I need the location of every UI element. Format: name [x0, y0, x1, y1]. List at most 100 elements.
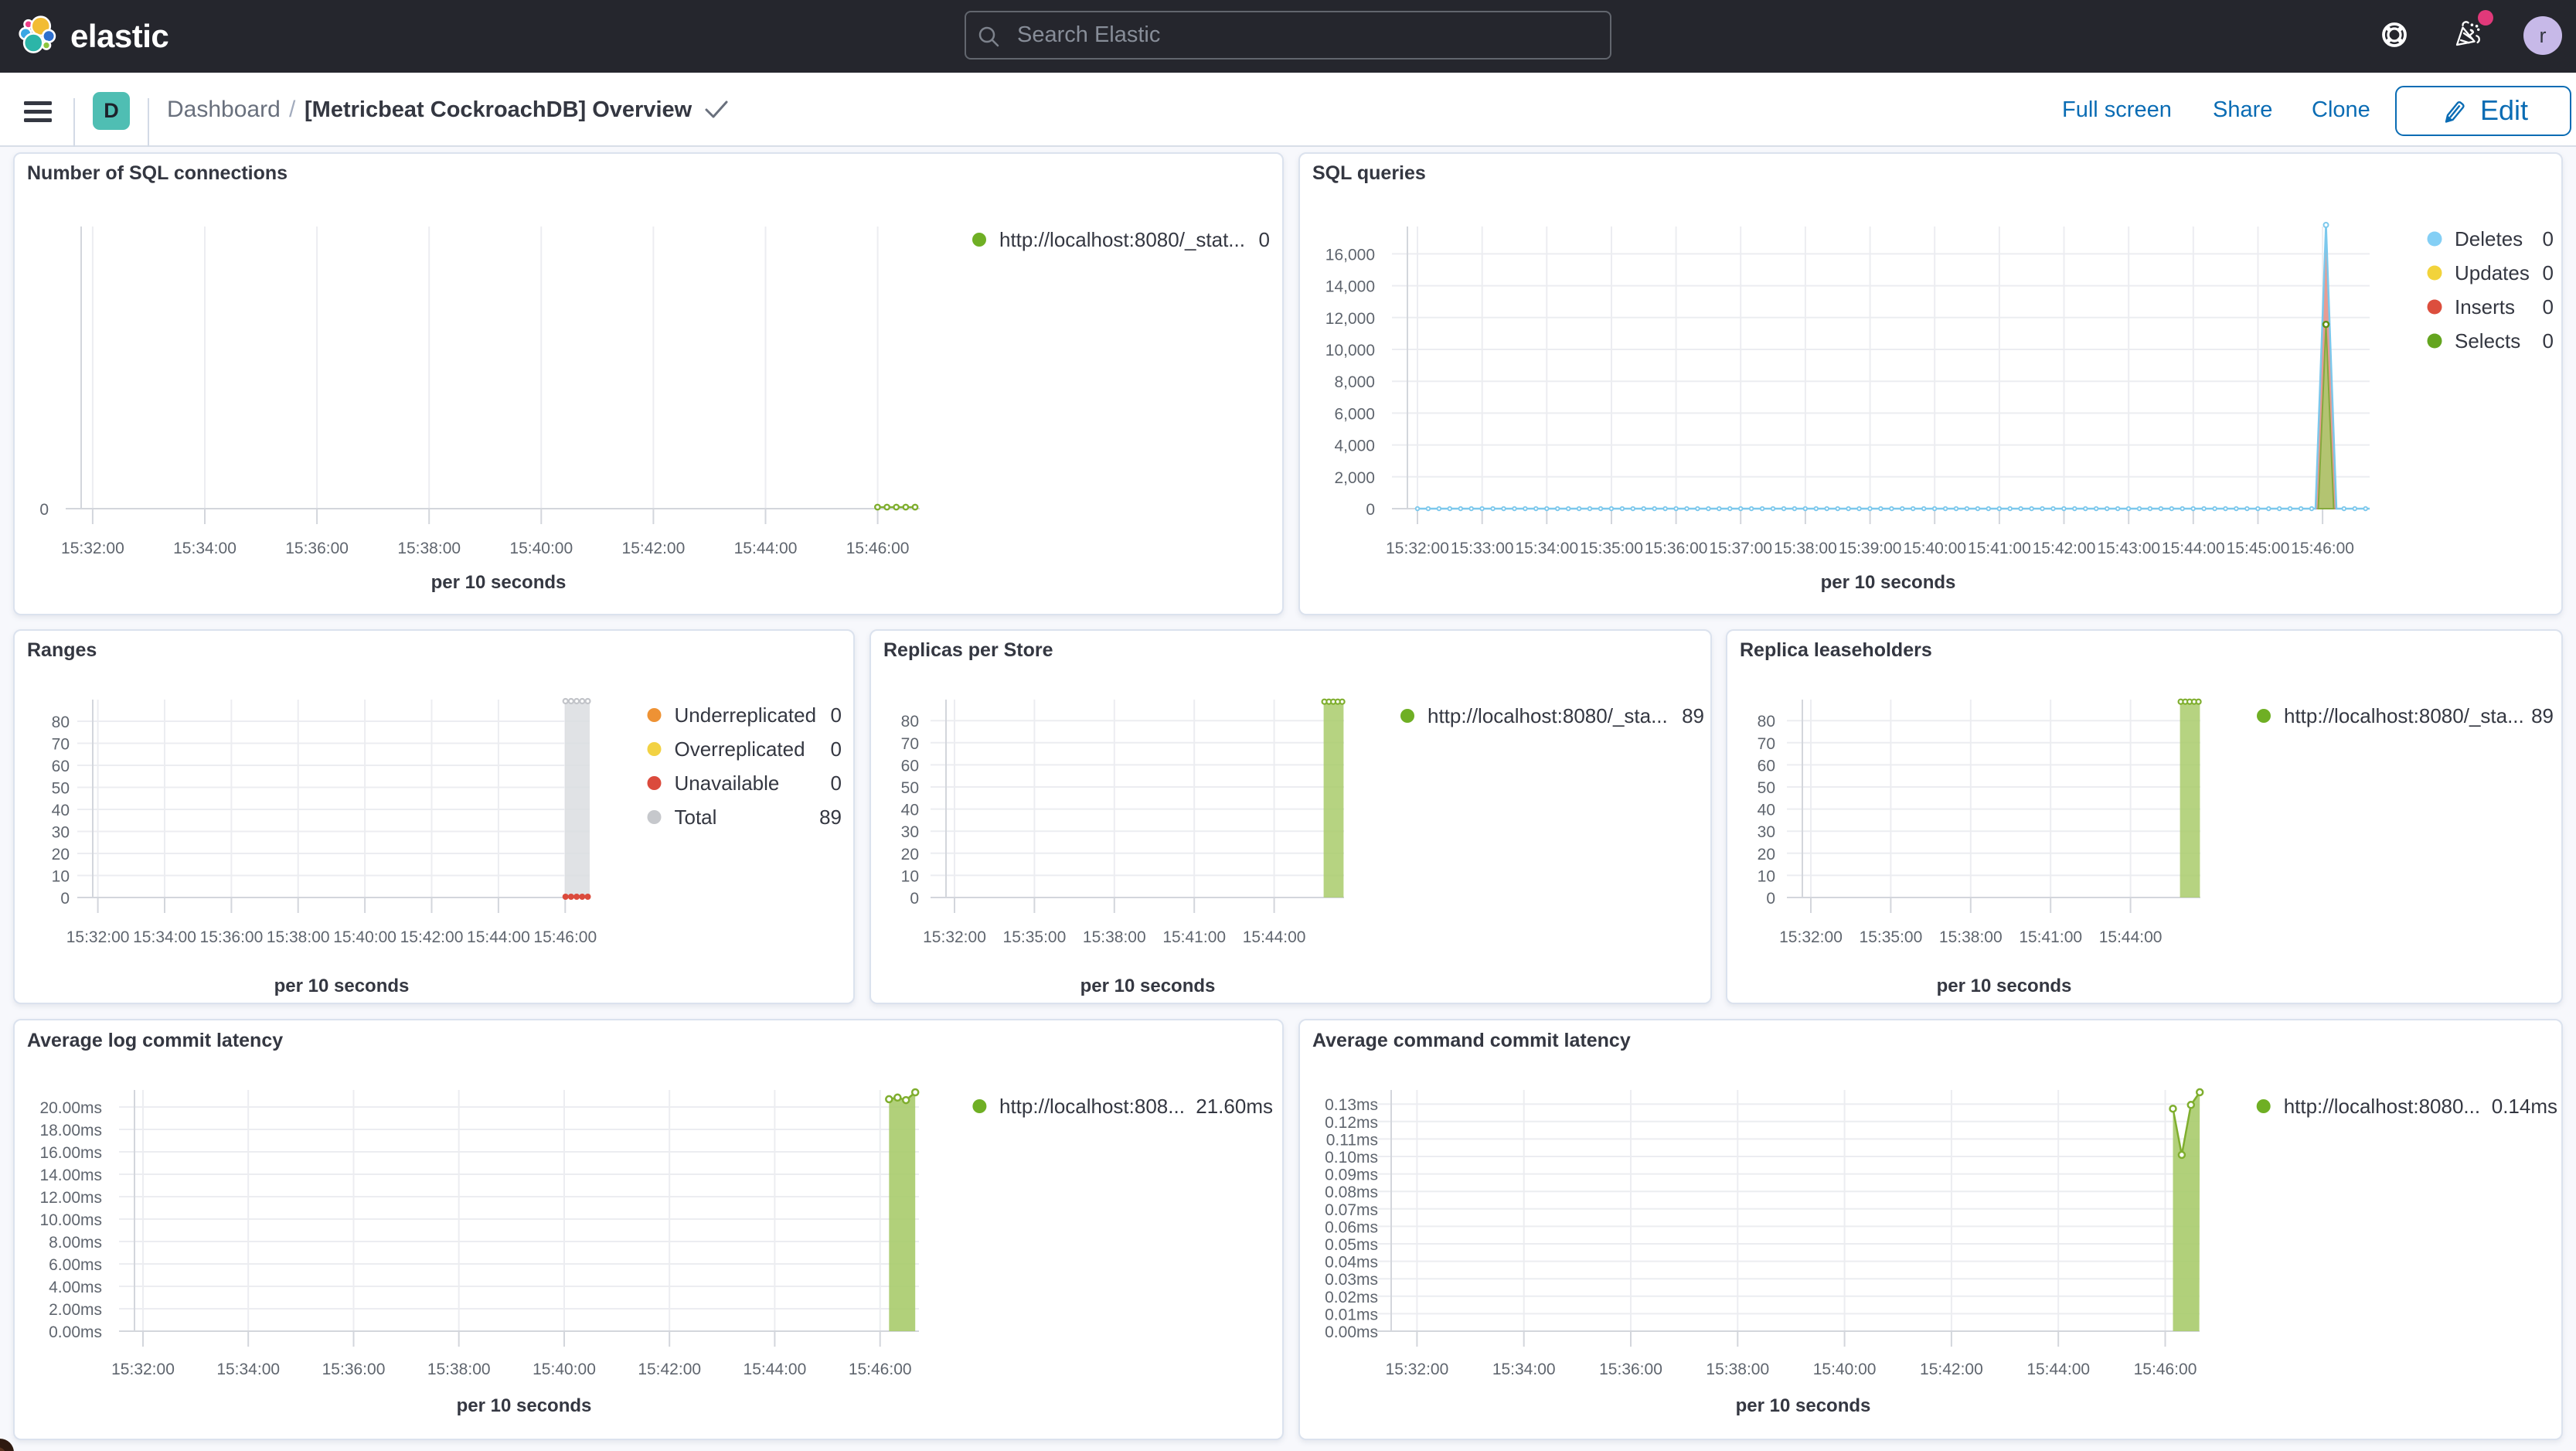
svg-text:15:34:00: 15:34:00 — [1492, 1361, 1556, 1378]
svg-text:15:37:00: 15:37:00 — [1709, 540, 1772, 557]
svg-text:15:44:00: 15:44:00 — [2099, 928, 2163, 946]
svg-text:20: 20 — [1758, 846, 1775, 863]
svg-text:http://localhost:8080/_stat...: http://localhost:8080/_stat... — [999, 228, 1245, 251]
svg-text:0.00ms: 0.00ms — [49, 1323, 102, 1341]
svg-text:15:32:00: 15:32:00 — [61, 540, 124, 557]
svg-text:Average log commit latency: Average log commit latency — [27, 1030, 283, 1051]
svg-text:Deletes: Deletes — [2455, 227, 2523, 250]
svg-text:60: 60 — [1758, 757, 1775, 775]
svg-text:15:36:00: 15:36:00 — [285, 540, 349, 557]
svg-text:30: 30 — [52, 824, 70, 842]
svg-text:15:44:00: 15:44:00 — [467, 928, 530, 946]
svg-text:Overreplicated: Overreplicated — [675, 737, 805, 761]
svg-text:15:46:00: 15:46:00 — [2291, 540, 2354, 557]
svg-text:8.00ms: 8.00ms — [49, 1234, 102, 1252]
svg-text:6.00ms: 6.00ms — [49, 1256, 102, 1274]
svg-text:89: 89 — [1682, 704, 1704, 727]
svg-text:15:42:00: 15:42:00 — [638, 1361, 701, 1378]
svg-text:0: 0 — [831, 703, 842, 727]
svg-text:http://localhost:8080...: http://localhost:8080... — [2284, 1095, 2480, 1118]
svg-text:40: 40 — [901, 802, 919, 819]
svg-text:15:32:00: 15:32:00 — [111, 1361, 175, 1378]
svg-text:15:41:00: 15:41:00 — [2019, 928, 2082, 946]
svg-text:0: 0 — [831, 737, 842, 761]
svg-text:15:42:00: 15:42:00 — [400, 928, 464, 946]
svg-text:80: 80 — [901, 713, 919, 731]
svg-text:per 10 seconds: per 10 seconds — [431, 572, 567, 593]
svg-text:15:39:00: 15:39:00 — [1839, 540, 1902, 557]
svg-text:Inserts: Inserts — [2455, 295, 2515, 318]
svg-text:10.00ms: 10.00ms — [39, 1211, 102, 1229]
svg-text:15:40:00: 15:40:00 — [1903, 540, 1966, 557]
svg-text:14.00ms: 14.00ms — [39, 1167, 102, 1184]
svg-text:15:42:00: 15:42:00 — [2033, 540, 2096, 557]
svg-text:15:46:00: 15:46:00 — [849, 1361, 912, 1378]
svg-text:15:38:00: 15:38:00 — [267, 928, 330, 946]
svg-text:20.00ms: 20.00ms — [39, 1099, 102, 1117]
svg-text:89: 89 — [2531, 704, 2554, 727]
svg-text:15:46:00: 15:46:00 — [2134, 1361, 2197, 1378]
svg-text:15:34:00: 15:34:00 — [216, 1361, 280, 1378]
svg-text:15:32:00: 15:32:00 — [66, 928, 130, 946]
svg-text:0.06ms: 0.06ms — [1325, 1218, 1378, 1236]
svg-text:15:44:00: 15:44:00 — [734, 540, 798, 557]
svg-text:0.08ms: 0.08ms — [1325, 1184, 1378, 1201]
svg-text:15:35:00: 15:35:00 — [1003, 928, 1067, 946]
svg-text:15:38:00: 15:38:00 — [427, 1361, 491, 1378]
svg-text:2,000: 2,000 — [1334, 469, 1375, 487]
svg-text:per 10 seconds: per 10 seconds — [1937, 976, 2072, 996]
svg-text:15:38:00: 15:38:00 — [1939, 928, 2003, 946]
svg-text:60: 60 — [52, 758, 70, 775]
svg-text:10: 10 — [1758, 867, 1775, 885]
svg-text:14,000: 14,000 — [1325, 278, 1375, 296]
svg-text:15:35:00: 15:35:00 — [1580, 540, 1643, 557]
svg-text:0.03ms: 0.03ms — [1325, 1271, 1378, 1289]
svg-text:15:32:00: 15:32:00 — [1386, 1361, 1449, 1378]
svg-text:15:34:00: 15:34:00 — [173, 540, 237, 557]
svg-text:Unavailable: Unavailable — [675, 771, 780, 795]
svg-text:Number of SQL connections: Number of SQL connections — [27, 162, 288, 184]
svg-text:0.05ms: 0.05ms — [1325, 1236, 1378, 1254]
svg-text:30: 30 — [1758, 823, 1775, 841]
svg-text:0: 0 — [2543, 295, 2554, 318]
svg-text:15:40:00: 15:40:00 — [1813, 1361, 1877, 1378]
svg-text:15:41:00: 15:41:00 — [1162, 928, 1226, 946]
svg-text:15:36:00: 15:36:00 — [1599, 1361, 1662, 1378]
svg-text:15:38:00: 15:38:00 — [1774, 540, 1837, 557]
svg-text:6,000: 6,000 — [1334, 405, 1375, 423]
svg-text:0.02ms: 0.02ms — [1325, 1289, 1378, 1306]
svg-text:15:32:00: 15:32:00 — [923, 928, 986, 946]
svg-text:http://localhost:808...: http://localhost:808... — [999, 1095, 1185, 1118]
svg-text:0.12ms: 0.12ms — [1325, 1114, 1378, 1132]
svg-text:15:44:00: 15:44:00 — [1243, 928, 1306, 946]
svg-text:15:44:00: 15:44:00 — [2026, 1361, 2090, 1378]
svg-text:0.07ms: 0.07ms — [1325, 1201, 1378, 1219]
svg-text:15:43:00: 15:43:00 — [2097, 540, 2160, 557]
svg-text:15:38:00: 15:38:00 — [1083, 928, 1146, 946]
svg-text:15:40:00: 15:40:00 — [333, 928, 396, 946]
svg-text:per 10 seconds: per 10 seconds — [274, 976, 410, 996]
svg-text:per 10 seconds: per 10 seconds — [1736, 1395, 1871, 1416]
svg-text:per 10 seconds: per 10 seconds — [457, 1395, 592, 1416]
svg-text:15:41:00: 15:41:00 — [1968, 540, 2031, 557]
svg-text:60: 60 — [901, 757, 919, 775]
svg-text:50: 50 — [52, 780, 70, 798]
svg-text:15:36:00: 15:36:00 — [322, 1361, 386, 1378]
svg-text:80: 80 — [52, 714, 70, 731]
svg-text:Total: Total — [675, 806, 717, 829]
svg-text:0: 0 — [910, 890, 919, 908]
svg-text:12,000: 12,000 — [1325, 310, 1375, 328]
svg-text:4.00ms: 4.00ms — [49, 1279, 102, 1296]
svg-text:15:42:00: 15:42:00 — [1920, 1361, 1983, 1378]
svg-text:2.00ms: 2.00ms — [49, 1301, 102, 1319]
svg-text:15:38:00: 15:38:00 — [1706, 1361, 1769, 1378]
svg-text:15:40:00: 15:40:00 — [533, 1361, 596, 1378]
svg-text:70: 70 — [901, 735, 919, 753]
svg-text:80: 80 — [1758, 713, 1775, 731]
svg-text:Underreplicated: Underreplicated — [675, 703, 817, 727]
svg-text:15:33:00: 15:33:00 — [1451, 540, 1514, 557]
svg-text:0.10ms: 0.10ms — [1325, 1149, 1378, 1167]
svg-text:8,000: 8,000 — [1334, 373, 1375, 391]
svg-text:0: 0 — [2543, 329, 2554, 353]
svg-text:15:34:00: 15:34:00 — [1515, 540, 1578, 557]
